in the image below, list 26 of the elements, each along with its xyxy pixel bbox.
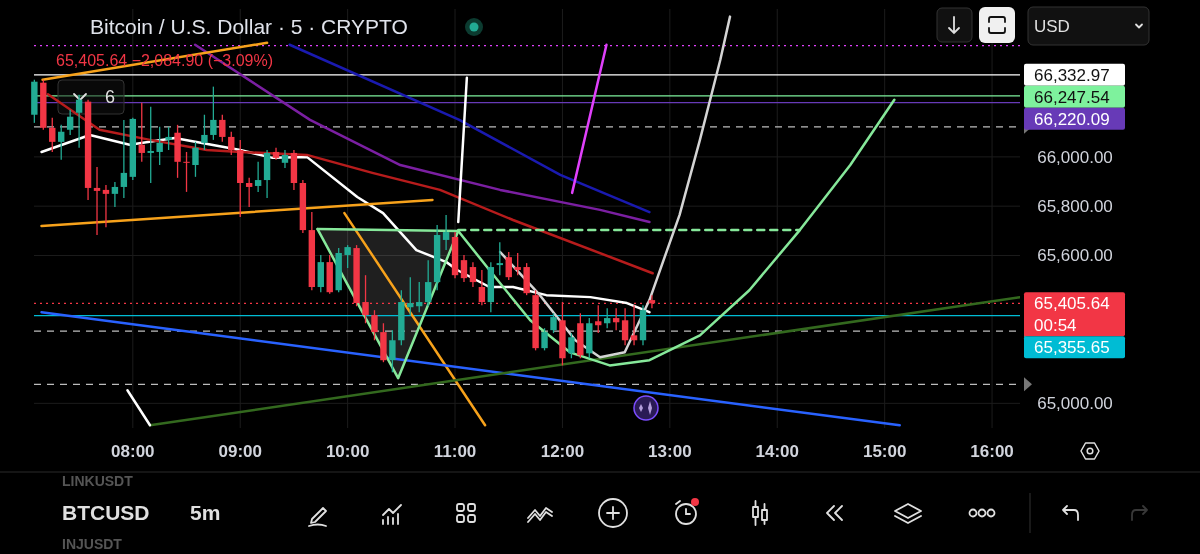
text: 5m bbox=[190, 501, 221, 525]
text: INJUSDT bbox=[62, 535, 123, 552]
x-tick-label: 11:00 bbox=[433, 441, 477, 461]
ref-line-label: 65,355.65 bbox=[1034, 338, 1110, 358]
x-tick-label: 09:00 bbox=[218, 441, 262, 461]
text: 00:54 bbox=[1034, 316, 1077, 336]
text: BTCUSD bbox=[62, 501, 150, 525]
x-tick-label: 12:00 bbox=[540, 441, 585, 461]
ref-line-label: 66,332.97 bbox=[1034, 65, 1110, 85]
x-tick-label: 15:00 bbox=[862, 441, 907, 461]
ref-line-label: 66,247.54 bbox=[1034, 87, 1110, 107]
x-tick-label: 16:00 bbox=[970, 441, 1014, 461]
y-tick-label: 65,600.00 bbox=[1037, 246, 1113, 266]
annotation: 6 bbox=[104, 87, 116, 108]
x-tick-label: 10:00 bbox=[325, 441, 370, 461]
y-tick-label: 65,800.00 bbox=[1037, 197, 1113, 217]
text: USD bbox=[1034, 16, 1070, 36]
x-tick-label: 13:00 bbox=[648, 441, 692, 461]
ref-line-label: 66,220.09 bbox=[1034, 109, 1110, 129]
x-tick-label: 08:00 bbox=[111, 441, 155, 461]
ref-line-label: 65,405.64 bbox=[1034, 294, 1110, 314]
text: LINKUSDT bbox=[62, 472, 134, 489]
y-tick-label: 65,000.00 bbox=[1037, 394, 1113, 414]
x-tick-label: 14:00 bbox=[755, 441, 799, 461]
y-tick-label: 66,000.00 bbox=[1037, 147, 1113, 167]
chart-title: Bitcoin / U.S. Dollar · 5 · CRYPTO bbox=[90, 15, 408, 39]
